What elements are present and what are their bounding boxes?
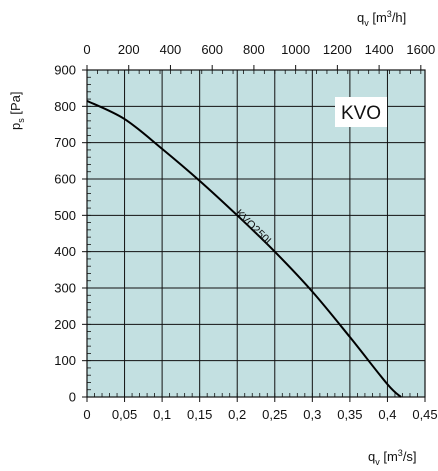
- x-bottom-axis-quantity: q: [368, 449, 375, 464]
- x-top-tick-label: 200: [118, 42, 140, 57]
- badge-box: [335, 97, 387, 127]
- x-top-tick-label: 1600: [406, 42, 435, 57]
- y-axis-title: ps [Pa]: [8, 92, 26, 130]
- x-bottom-axis-unit-suffix: /s]: [403, 449, 417, 464]
- y-tick-label: 400: [54, 244, 76, 259]
- x-top-axis-unit-sup: 3: [387, 9, 392, 19]
- x-bottom-tick-label: 0,05: [112, 407, 137, 422]
- x-top-tick-labels: 0 200 400 600 800 1000 1200 1400 1600: [83, 42, 435, 57]
- x-top-axis-unit-suffix: /h]: [392, 10, 406, 25]
- y-tick-labels: 0 100 200 300 400 500 600 700 800 900: [54, 63, 76, 405]
- x-bottom-axis-subscript: v: [375, 457, 380, 467]
- y-axis-quantity: p: [8, 123, 23, 130]
- plot-frame: [86, 69, 426, 398]
- x-top-tick-label: 1400: [365, 42, 394, 57]
- x-top-axis-subscript: v: [364, 18, 369, 28]
- y-tick-label: 300: [54, 281, 76, 296]
- y-tick-label: 200: [54, 317, 76, 332]
- x-top-axis-quantity: q: [357, 10, 364, 25]
- x-bottom-tick-labels: 0 0,05 0,1 0,15 0,2 0,25 0,3 0,35 0,4 0,45: [83, 407, 437, 422]
- y-axis-subscript: s: [16, 118, 26, 123]
- y-tick-label: 700: [54, 135, 76, 150]
- y-tick-label: 0: [69, 390, 76, 405]
- x-top-axis-unit-prefix: [m: [369, 10, 387, 25]
- x-top-tick-label: 600: [201, 42, 223, 57]
- x-bottom-axis-unit-prefix: [m: [380, 449, 398, 464]
- badge: KVO: [335, 97, 387, 127]
- x-bottom-axis-title: qv [m3/s]: [368, 448, 417, 467]
- y-tick-label: 600: [54, 172, 76, 187]
- x-top-tick-label: 1200: [323, 42, 352, 57]
- y-tick-label: 100: [54, 353, 76, 368]
- x-bottom-tick-label: 0,4: [378, 407, 396, 422]
- x-bottom-tick-label: 0,3: [303, 407, 321, 422]
- y-tick-label: 800: [54, 99, 76, 114]
- x-bottom-tick-label: 0: [83, 407, 90, 422]
- x-top-tick-label: 0: [83, 42, 90, 57]
- x-top-axis-title: qv [m3/h]: [357, 9, 406, 28]
- x-bottom-axis-unit-sup: 3: [398, 448, 403, 458]
- x-bottom-tick-label: 0,25: [262, 407, 287, 422]
- series-line-kvo250l: [86, 99, 402, 398]
- x-top-tick-label: 800: [243, 42, 265, 57]
- badge-text: KVO: [341, 103, 381, 124]
- x-top-tick-label: 400: [160, 42, 182, 57]
- y-axis-unit: [Pa]: [8, 92, 23, 119]
- x-bottom-tick-label: 0,1: [153, 407, 171, 422]
- y-tick-label: 900: [54, 63, 76, 78]
- x-bottom-tick-label: 0,2: [228, 407, 246, 422]
- x-bottom-tick-label: 0,45: [412, 407, 437, 422]
- x-bottom-tick-label: 0,15: [187, 407, 212, 422]
- x-top-tick-label: 1000: [281, 42, 310, 57]
- y-tick-label: 500: [54, 208, 76, 223]
- x-bottom-tick-label: 0,35: [337, 407, 362, 422]
